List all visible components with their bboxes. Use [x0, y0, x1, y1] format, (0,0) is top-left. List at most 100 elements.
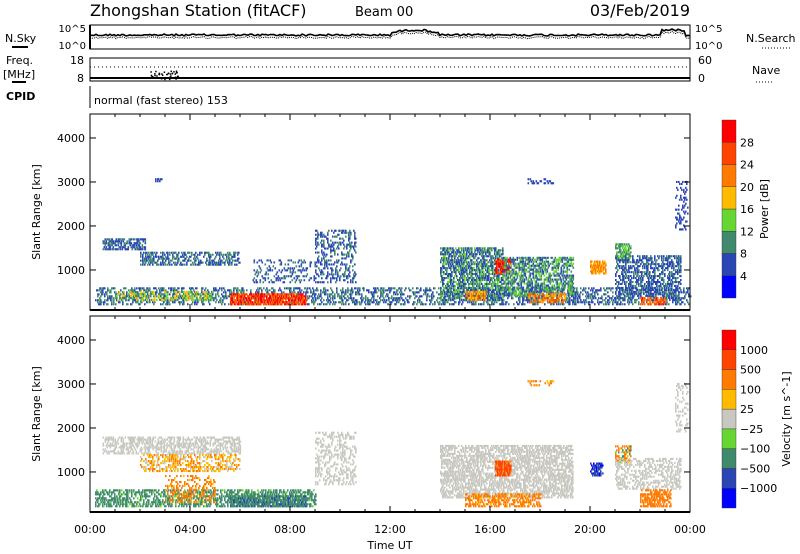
echo-cell	[266, 259, 269, 262]
echo-cell	[508, 264, 511, 267]
echo-cell	[589, 301, 591, 304]
echo-cell	[521, 278, 524, 281]
echo-cell	[295, 301, 297, 304]
echo-cell	[310, 289, 312, 292]
echo-cell	[451, 279, 453, 282]
echo-cell	[231, 297, 233, 300]
echo-cell	[673, 297, 675, 300]
echo-cell	[688, 295, 690, 298]
echo-cell	[322, 281, 324, 284]
echo-cell	[230, 301, 232, 304]
echo-cell	[276, 277, 279, 280]
echo-cell	[226, 257, 228, 260]
echo-cell	[146, 294, 148, 297]
echo-cell	[332, 249, 334, 252]
echo-cell	[373, 287, 375, 290]
echo-cell	[460, 251, 462, 254]
echo-cell	[481, 249, 483, 252]
echo-cell	[521, 262, 524, 265]
echo-cell	[216, 253, 218, 256]
echo-cell	[180, 301, 182, 304]
echo-cell	[257, 291, 259, 294]
echo-cell	[230, 297, 232, 300]
echo-cell	[194, 253, 196, 256]
echo-cell	[355, 303, 357, 306]
echo-cell	[551, 303, 553, 306]
echo-cell	[252, 297, 254, 300]
echo-cell	[457, 288, 459, 291]
echo-cell	[521, 276, 524, 279]
echo-cell	[586, 293, 588, 296]
echo-cell	[165, 299, 167, 302]
echo-cell	[526, 297, 528, 300]
echo-cell	[449, 255, 451, 258]
echo-cell	[584, 303, 586, 306]
echo-cell	[176, 295, 178, 298]
nave-point	[156, 75, 158, 77]
echo-cell	[620, 301, 622, 304]
echo-cell	[376, 291, 378, 294]
echo-cell	[333, 247, 335, 250]
echo-cell	[327, 297, 329, 300]
echo-cell	[120, 293, 122, 296]
echo-cell	[316, 229, 318, 232]
echo-cell	[110, 295, 112, 298]
echo-cell	[197, 253, 199, 256]
echo-cell	[572, 299, 574, 302]
echo-cell	[153, 303, 155, 306]
echo-cell	[518, 297, 520, 300]
echo-cell	[300, 265, 303, 268]
echo-cell	[214, 261, 216, 264]
echo-cell	[198, 298, 200, 301]
echo-cell	[513, 294, 516, 297]
echo-cell	[482, 279, 484, 282]
echo-cell	[503, 286, 506, 289]
echo-cell	[265, 271, 268, 274]
echo-cell	[576, 287, 578, 290]
echo-cell	[258, 297, 260, 300]
echo-cell	[208, 255, 210, 258]
echo-cell	[139, 289, 141, 292]
echo-cell	[468, 247, 470, 250]
echo-cell	[198, 261, 200, 264]
echo-cell	[482, 257, 484, 260]
echo-cell	[210, 296, 212, 299]
echo-cell	[477, 265, 479, 268]
echo-cell	[484, 247, 486, 250]
echo-cell	[351, 259, 353, 262]
echo-cell	[320, 295, 322, 298]
echo-cell	[276, 301, 278, 304]
echo-cell	[451, 284, 453, 287]
echo-cell	[449, 303, 451, 306]
echo-cell	[254, 293, 256, 296]
echo-cell	[165, 259, 167, 262]
echo-cell	[143, 294, 145, 297]
echo-cell	[454, 292, 456, 295]
echo-cell	[467, 301, 469, 304]
echo-cell	[340, 297, 342, 300]
echo-cell	[156, 251, 158, 254]
echo-cell	[519, 268, 522, 271]
echo-cell	[117, 244, 120, 247]
echo-cell	[493, 288, 495, 291]
echo-cell	[212, 293, 214, 296]
echo-cell	[371, 291, 373, 294]
echo-cell	[421, 301, 423, 304]
echo-cell	[178, 295, 180, 298]
echo-cell	[504, 266, 507, 269]
echo-cell	[318, 233, 320, 236]
echo-cell	[498, 258, 500, 261]
echo-cell	[104, 287, 106, 290]
echo-cell	[154, 251, 156, 254]
echo-cell	[206, 251, 208, 254]
echo-cell	[442, 279, 444, 282]
echo-cell	[502, 286, 505, 289]
echo-cell	[282, 297, 284, 300]
echo-cell	[296, 301, 298, 304]
echo-cell	[495, 268, 497, 271]
echo-cell	[345, 289, 347, 292]
echo-cell	[194, 298, 196, 301]
echo-cell	[205, 298, 207, 301]
echo-cell	[508, 280, 511, 283]
echo-cell	[344, 263, 346, 266]
